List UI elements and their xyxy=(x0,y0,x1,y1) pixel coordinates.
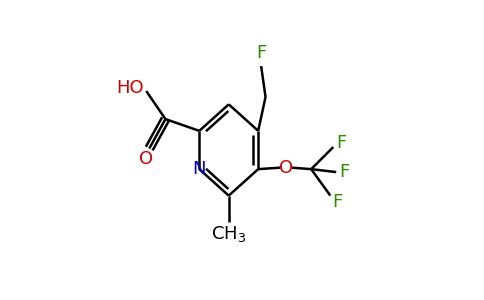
Text: O: O xyxy=(279,159,293,177)
Text: F: F xyxy=(256,44,266,62)
Text: N: N xyxy=(193,160,206,178)
Text: O: O xyxy=(139,150,153,168)
Text: F: F xyxy=(333,193,343,211)
Text: HO: HO xyxy=(116,79,144,97)
Text: F: F xyxy=(339,163,349,181)
Text: CH$_3$: CH$_3$ xyxy=(211,224,246,244)
Text: F: F xyxy=(336,134,347,152)
